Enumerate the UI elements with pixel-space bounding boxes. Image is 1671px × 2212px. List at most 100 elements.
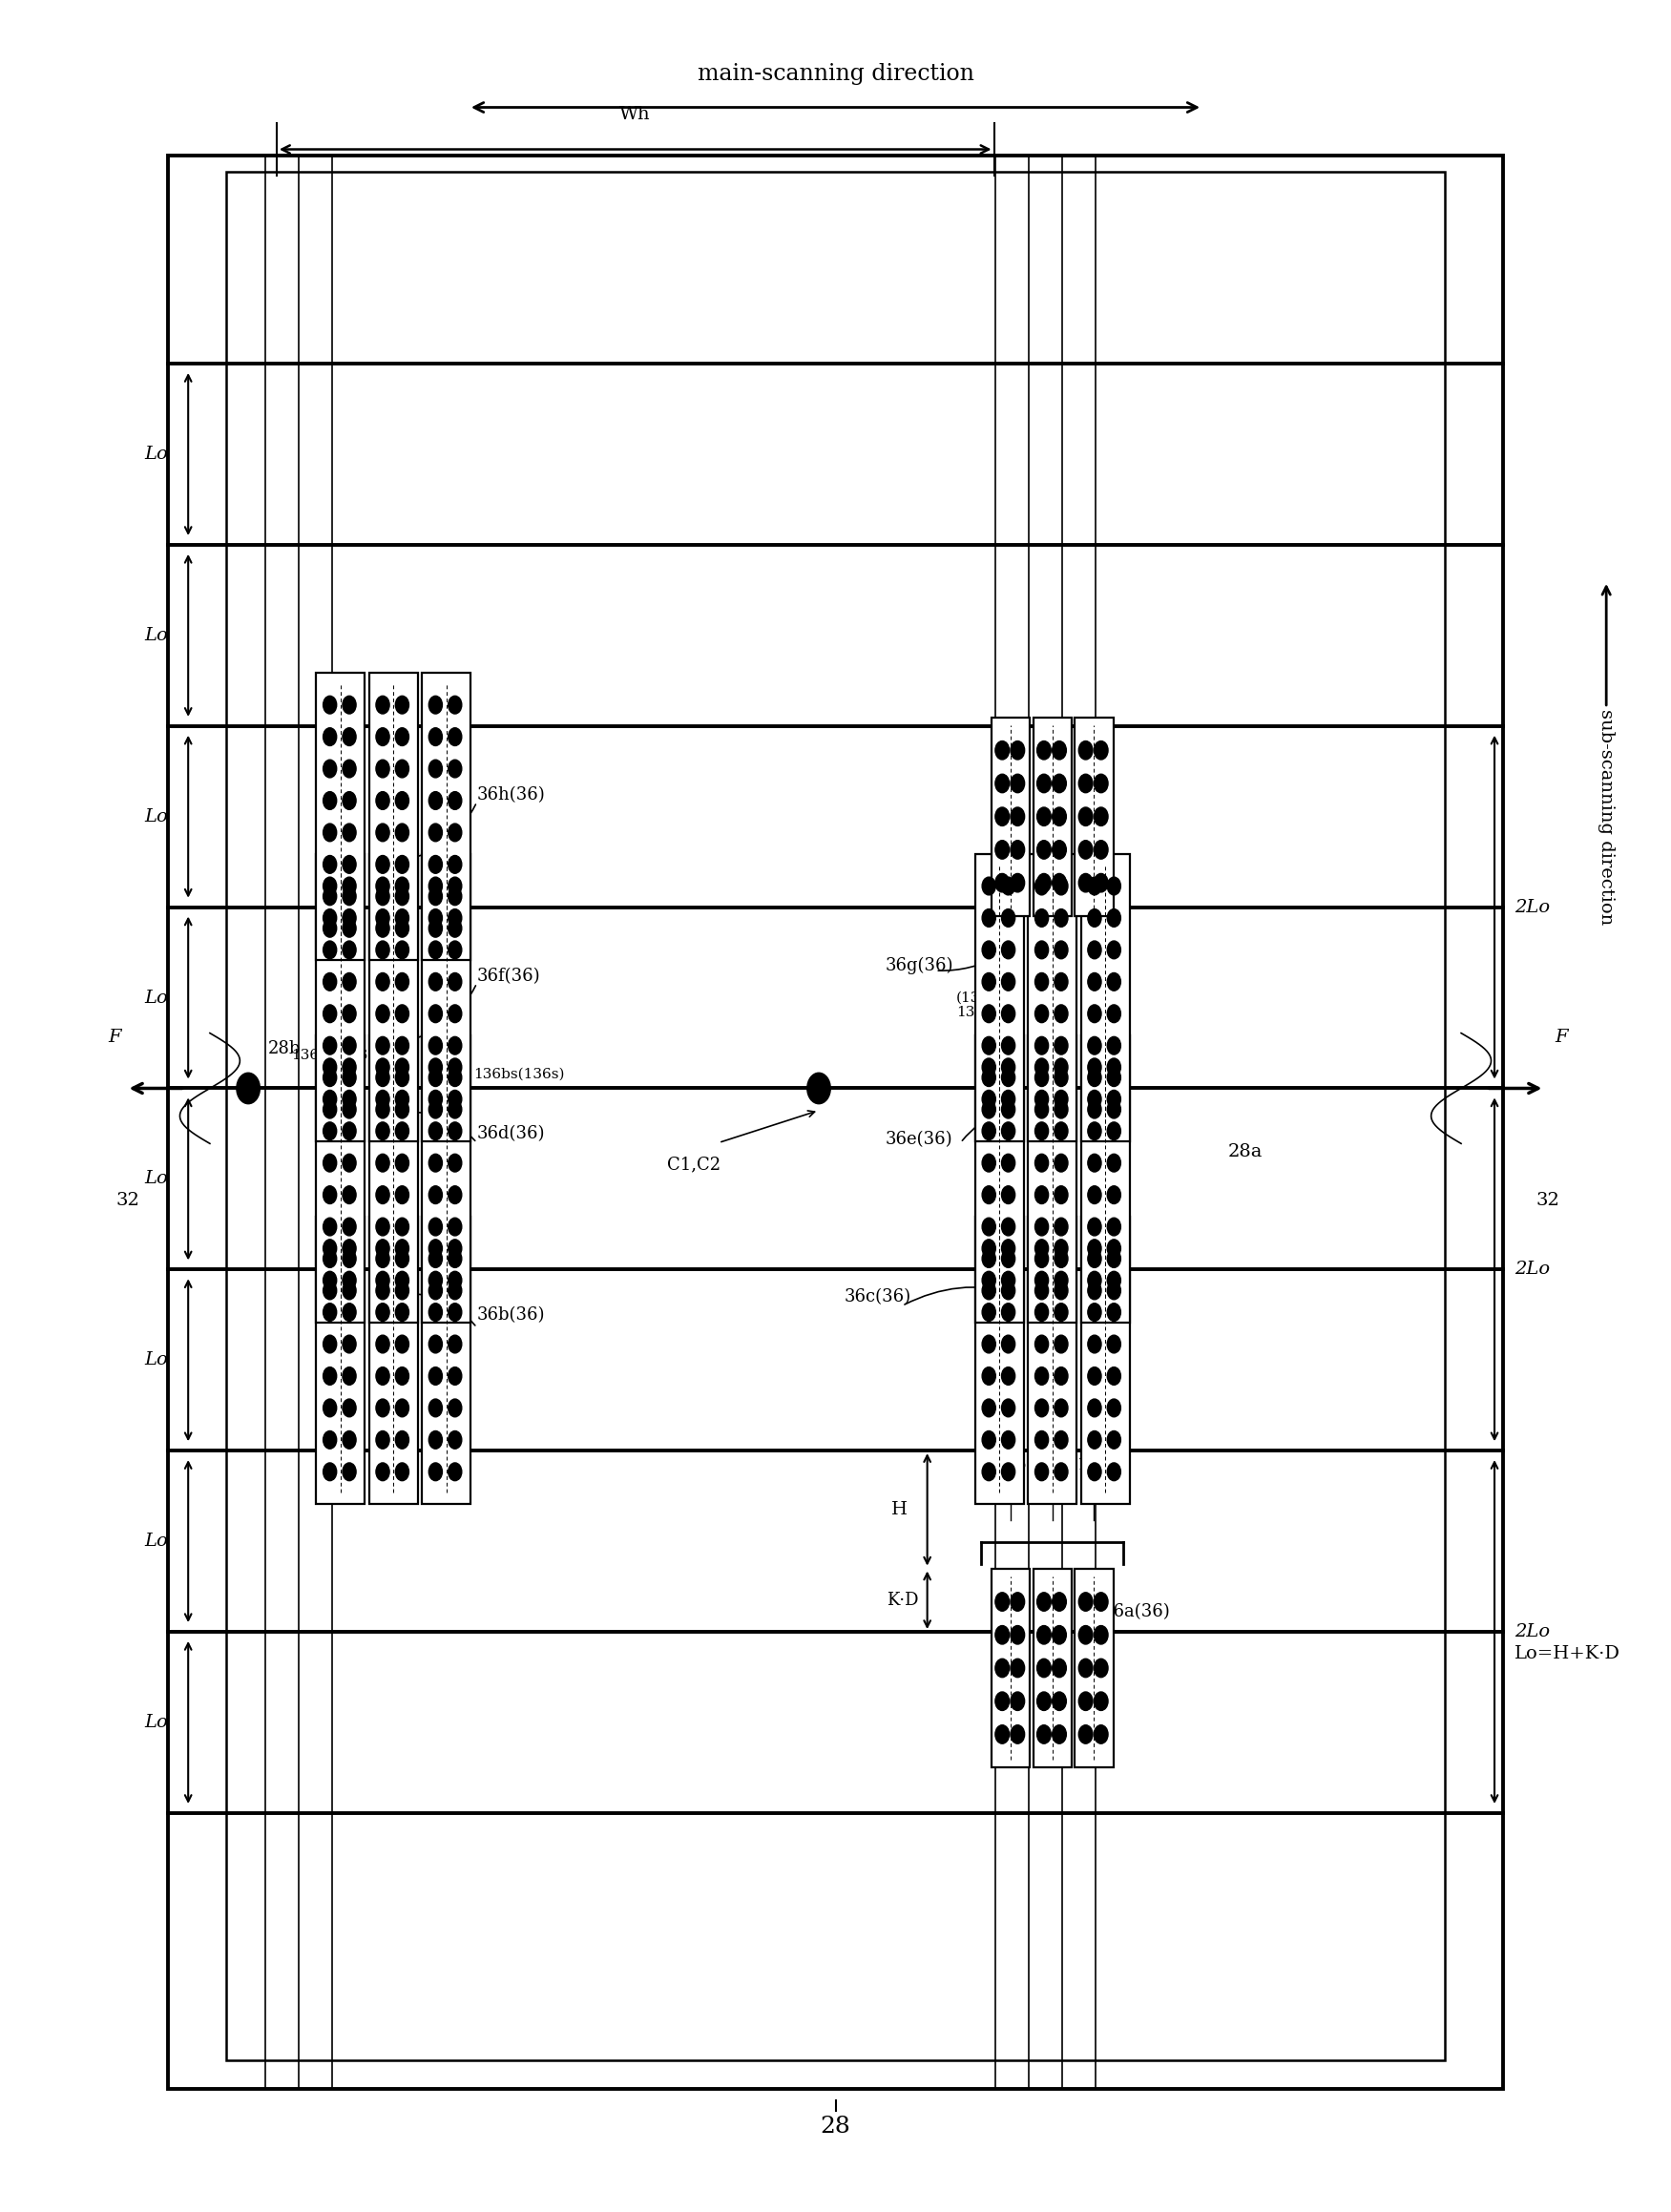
Circle shape	[1034, 1186, 1048, 1203]
Text: 136: 136	[1078, 1455, 1111, 1473]
Circle shape	[429, 1272, 443, 1290]
Circle shape	[448, 1462, 461, 1480]
Text: F: F	[109, 1029, 122, 1046]
Circle shape	[1088, 1155, 1101, 1172]
Circle shape	[448, 940, 461, 958]
Circle shape	[343, 1281, 356, 1298]
Circle shape	[1034, 1250, 1048, 1267]
Circle shape	[429, 759, 443, 779]
Text: Lo: Lo	[144, 1533, 169, 1551]
Circle shape	[1108, 1281, 1121, 1298]
Circle shape	[323, 856, 336, 874]
Circle shape	[376, 1091, 389, 1108]
Circle shape	[376, 1057, 389, 1077]
Circle shape	[343, 1155, 356, 1172]
Circle shape	[448, 728, 461, 745]
Text: Lo: Lo	[144, 445, 169, 462]
Circle shape	[1088, 1239, 1101, 1256]
Circle shape	[376, 1102, 389, 1119]
Circle shape	[448, 1102, 461, 1119]
Circle shape	[429, 1336, 443, 1354]
Circle shape	[1095, 1692, 1108, 1710]
Circle shape	[323, 1121, 336, 1139]
Circle shape	[396, 1186, 409, 1203]
Circle shape	[429, 1155, 443, 1172]
Circle shape	[323, 1281, 336, 1298]
Circle shape	[376, 878, 389, 896]
Circle shape	[1038, 1725, 1051, 1743]
Circle shape	[1079, 1626, 1093, 1644]
Circle shape	[396, 1102, 409, 1119]
Circle shape	[1054, 1336, 1068, 1354]
Circle shape	[323, 920, 336, 938]
Text: 136S: 136S	[1091, 1000, 1130, 1013]
Bar	[1081, 1217, 1130, 1504]
Circle shape	[1054, 1037, 1068, 1055]
Circle shape	[1001, 1219, 1014, 1237]
Circle shape	[1034, 1037, 1048, 1055]
Circle shape	[996, 874, 1009, 891]
Circle shape	[323, 1186, 336, 1203]
Circle shape	[1001, 1121, 1014, 1139]
Circle shape	[429, 1068, 443, 1086]
Circle shape	[1108, 1068, 1121, 1086]
Circle shape	[376, 792, 389, 810]
Circle shape	[448, 1155, 461, 1172]
Circle shape	[323, 759, 336, 779]
Circle shape	[1034, 1303, 1048, 1321]
Text: K·D: K·D	[887, 1590, 919, 1608]
Circle shape	[396, 759, 409, 779]
Circle shape	[1038, 1593, 1051, 1610]
Circle shape	[1108, 1336, 1121, 1354]
Circle shape	[376, 728, 389, 745]
Circle shape	[323, 887, 336, 905]
Circle shape	[448, 1239, 461, 1256]
Circle shape	[429, 792, 443, 810]
Bar	[1028, 1035, 1076, 1323]
Text: Lo: Lo	[144, 626, 169, 644]
Circle shape	[1079, 1659, 1093, 1677]
Circle shape	[983, 1272, 996, 1290]
Circle shape	[1108, 1250, 1121, 1267]
Circle shape	[429, 1239, 443, 1256]
Circle shape	[1108, 973, 1121, 991]
Circle shape	[396, 792, 409, 810]
Circle shape	[1108, 1155, 1121, 1172]
Circle shape	[448, 1336, 461, 1354]
Text: F: F	[1554, 1029, 1567, 1046]
Circle shape	[983, 940, 996, 958]
Circle shape	[1053, 1659, 1066, 1677]
Text: 2Lo: 2Lo	[1514, 1261, 1551, 1279]
Circle shape	[1088, 1462, 1101, 1480]
Circle shape	[1088, 1250, 1101, 1267]
Circle shape	[376, 1239, 389, 1256]
Bar	[976, 854, 1024, 1141]
Circle shape	[996, 774, 1009, 792]
Circle shape	[343, 1057, 356, 1077]
Circle shape	[396, 878, 409, 896]
Circle shape	[448, 1250, 461, 1267]
Circle shape	[1001, 1239, 1014, 1256]
Bar	[421, 1035, 471, 1323]
Text: 28a: 28a	[1228, 1144, 1262, 1161]
Text: 36c(36): 36c(36)	[844, 1287, 911, 1305]
Circle shape	[448, 759, 461, 779]
Text: 136S: 136S	[349, 1048, 388, 1062]
Circle shape	[1001, 1281, 1014, 1298]
Text: Lo: Lo	[144, 807, 169, 825]
Circle shape	[1034, 1367, 1048, 1385]
Circle shape	[376, 1336, 389, 1354]
Circle shape	[1053, 1626, 1066, 1644]
Circle shape	[1034, 1121, 1048, 1139]
Text: 32: 32	[115, 1192, 140, 1210]
Circle shape	[1053, 1692, 1066, 1710]
Circle shape	[429, 973, 443, 991]
Circle shape	[376, 1250, 389, 1267]
Circle shape	[343, 1102, 356, 1119]
Circle shape	[983, 1303, 996, 1321]
Circle shape	[1054, 878, 1068, 896]
Circle shape	[1054, 1367, 1068, 1385]
Text: 36b(36): 36b(36)	[476, 1307, 545, 1323]
Circle shape	[343, 1239, 356, 1256]
Text: 36d(36): 36d(36)	[476, 1126, 545, 1141]
